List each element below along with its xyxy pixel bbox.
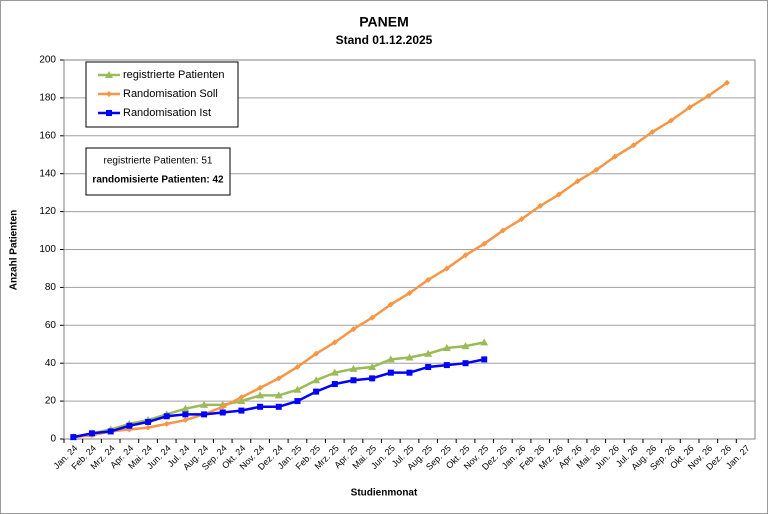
marker (386, 355, 395, 363)
y-tick-label: 140 (39, 168, 56, 179)
marker (275, 375, 282, 382)
plot-frame (63, 59, 756, 440)
marker (350, 326, 357, 333)
marker (238, 407, 245, 414)
y-tick-label: 100 (39, 244, 56, 255)
marker (368, 362, 377, 370)
marker (630, 142, 637, 149)
marker (462, 360, 469, 367)
annotation: registrierte Patienten: 51 (104, 156, 213, 167)
marker (574, 178, 581, 185)
marker (518, 216, 525, 223)
y-tick-label: 20 (45, 396, 57, 407)
marker (163, 420, 170, 427)
series-line (73, 81, 728, 439)
marker (425, 363, 432, 370)
marker (424, 349, 433, 357)
legend-label: registrierte Patienten (123, 69, 225, 81)
marker (294, 398, 301, 405)
marker (219, 409, 226, 416)
y-tick-label: 40 (45, 358, 57, 369)
marker (331, 381, 338, 388)
annotation: randomisierte Patienten: 42 (92, 175, 224, 186)
marker (313, 388, 320, 395)
marker (481, 356, 488, 363)
marker (461, 342, 470, 350)
y-axis-title: Anzahl Patienten (9, 210, 20, 291)
marker (89, 430, 96, 437)
y-tick-label: 80 (45, 282, 57, 293)
marker (145, 424, 152, 431)
marker (406, 369, 413, 376)
marker (106, 91, 112, 97)
marker (611, 153, 618, 160)
marker (105, 71, 113, 78)
marker (237, 397, 246, 405)
chart-title: PANEM (359, 14, 409, 30)
marker (406, 290, 413, 297)
marker (369, 375, 376, 382)
marker (349, 364, 358, 372)
marker (330, 368, 339, 376)
marker (331, 339, 338, 346)
marker (293, 385, 302, 393)
marker (181, 404, 190, 412)
marker (443, 265, 450, 272)
marker (443, 362, 450, 369)
marker (313, 350, 320, 357)
marker (537, 202, 544, 209)
marker (705, 93, 712, 100)
marker (257, 384, 264, 391)
marker (256, 391, 265, 399)
marker (686, 104, 693, 111)
marker (219, 403, 226, 410)
y-tick-label: 200 (39, 55, 56, 66)
marker (182, 411, 189, 418)
marker (275, 403, 282, 410)
marker (107, 428, 114, 435)
legend-label: Randomisation Soll (123, 88, 218, 100)
marker (145, 418, 152, 425)
marker (126, 422, 133, 429)
marker (499, 227, 506, 234)
annotation-box (85, 147, 231, 196)
legend-label: Randomisation Ist (123, 107, 211, 119)
y-tick-label: 120 (39, 206, 56, 217)
marker (350, 377, 357, 384)
marker (238, 394, 245, 401)
marker (387, 301, 394, 308)
y-tick-label: 60 (45, 320, 57, 331)
chart-subtitle: Stand 01.12.2025 (336, 33, 433, 47)
marker (201, 411, 208, 418)
marker (667, 117, 674, 124)
marker (106, 110, 112, 116)
marker (649, 129, 656, 136)
marker (200, 400, 209, 408)
marker (405, 353, 414, 361)
marker (70, 434, 77, 441)
marker (481, 240, 488, 247)
marker (163, 413, 170, 420)
marker (369, 314, 376, 321)
y-tick-label: 160 (39, 130, 56, 141)
marker (723, 79, 730, 86)
marker (480, 338, 489, 346)
marker (182, 417, 189, 424)
marker (555, 191, 562, 198)
marker (425, 276, 432, 283)
x-axis-title: Studienmonat (351, 488, 418, 499)
marker (294, 363, 301, 370)
y-tick-label: 0 (50, 434, 56, 445)
marker (387, 369, 394, 376)
marker (593, 166, 600, 173)
marker (274, 391, 283, 399)
marker (462, 252, 469, 259)
marker (257, 403, 264, 410)
marker (312, 376, 321, 384)
marker (442, 344, 451, 352)
y-tick-label: 180 (39, 93, 56, 104)
